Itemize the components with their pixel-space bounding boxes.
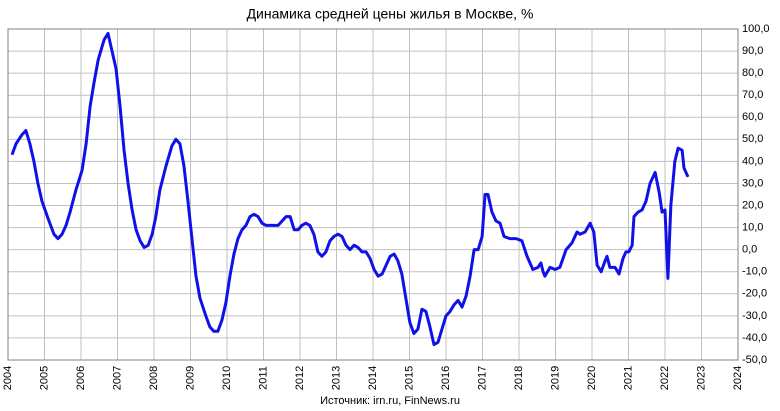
chart-title: Динамика средней цены жилья в Москве, %: [247, 6, 534, 22]
x-tick-label: 2019: [549, 366, 561, 390]
x-tick-label: 2015: [403, 366, 415, 390]
y-tick-label: 70,0: [742, 89, 763, 101]
y-tick-label: 30,0: [742, 177, 763, 189]
x-tick-label: 2010: [221, 366, 233, 390]
x-tick-label: 2014: [367, 366, 379, 390]
x-tick-label: 2008: [148, 366, 160, 390]
source: Источник: irn.ru, FinNews.ru: [320, 395, 460, 407]
x-tick-label: 2016: [440, 366, 452, 390]
y-tick-label: 50,0: [742, 133, 763, 145]
x-tick-label: 2007: [111, 366, 123, 390]
y-tick-label: -20,0: [742, 288, 767, 300]
y-tick-label: -10,0: [742, 266, 767, 278]
y-tick-label: 40,0: [742, 155, 763, 167]
x-tick-label: 2012: [294, 366, 306, 390]
y-tick-label: 90,0: [742, 45, 763, 57]
x-tick-label: 2021: [622, 366, 634, 390]
y-tick-label: 60,0: [742, 111, 763, 123]
x-tick-label: 2006: [75, 366, 87, 390]
y-tick-label: -40,0: [742, 332, 767, 344]
x-tick-label: 2018: [513, 366, 525, 390]
y-tick-label: 80,0: [742, 67, 763, 79]
x-tick-label: 2011: [257, 366, 269, 390]
plot-border: [7, 28, 739, 361]
line: [10, 31, 690, 347]
x-tick-label: 2022: [659, 366, 671, 390]
y-tick-label: -30,0: [742, 310, 767, 322]
x-tick-label: 2009: [184, 366, 196, 390]
y-tick-label: 0,0: [742, 244, 757, 256]
x-tick-label: 2023: [695, 366, 707, 390]
x-tick-label: 2013: [330, 366, 342, 390]
y-tick-label: 100,0: [742, 23, 770, 35]
x-tick-label: 2017: [476, 366, 488, 390]
x-tick-label: 2004: [2, 366, 14, 390]
x-tick-label: 2005: [38, 366, 50, 390]
x-tick-label: 2024: [732, 366, 744, 390]
y-tick-label: -50,0: [742, 354, 767, 366]
x-tick-label: 2020: [586, 366, 598, 390]
y-tick-label: 20,0: [742, 199, 763, 211]
y-tick-label: 10,0: [742, 222, 763, 234]
